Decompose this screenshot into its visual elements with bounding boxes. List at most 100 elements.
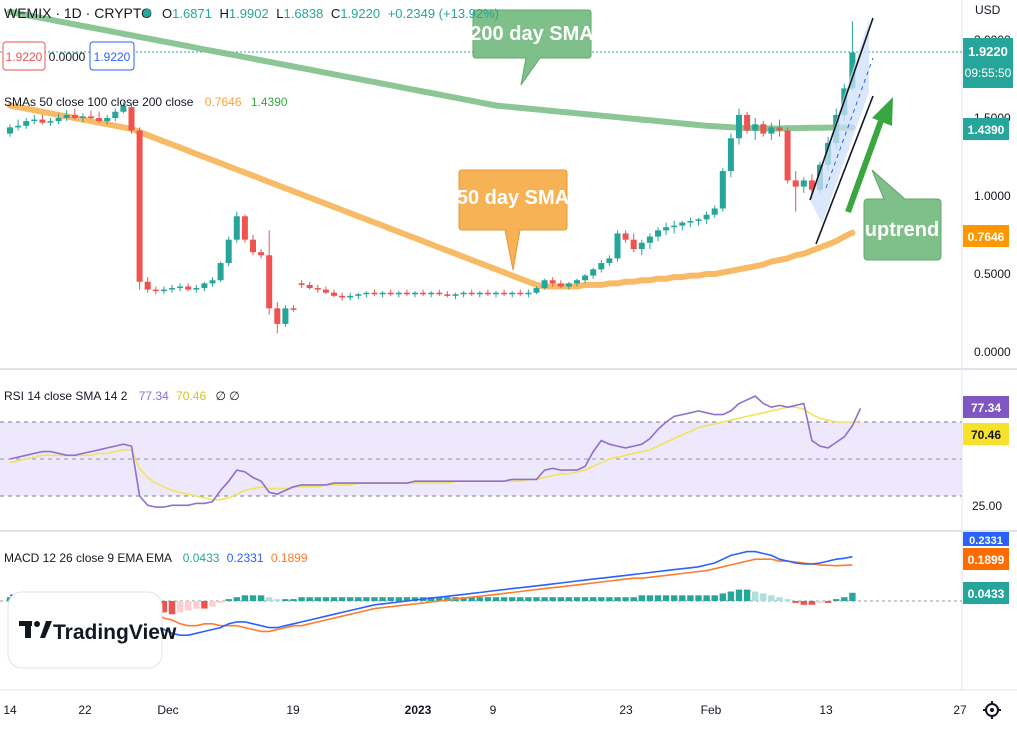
time-tick-label: 13: [819, 703, 833, 717]
hist-badge: [963, 582, 1009, 604]
histogram-bar: [306, 597, 313, 601]
macd-histogram: [6, 589, 856, 615]
histogram-bar: [662, 595, 670, 601]
rsi-lines: [9, 395, 862, 508]
candle: [31, 114, 38, 125]
symbol-title[interactable]: WEMIX · 1D · CRYPTO: [4, 5, 152, 21]
candle: [282, 305, 289, 328]
candle: [444, 291, 451, 298]
hist-badge-value: 0.0433: [968, 587, 1005, 601]
channel-lower-line[interactable]: [815, 95, 874, 245]
time-tick-label: 19: [286, 703, 300, 717]
sma200-badge-value: 1.4390: [968, 123, 1005, 137]
sell-button[interactable]: [2, 41, 46, 71]
time-axis-ticks[interactable]: 14 22 Dec 19 2023 9 23 Feb 13 27: [3, 703, 967, 717]
time-tick-label: Dec: [157, 703, 178, 717]
candle: [63, 110, 70, 122]
histogram-bar: [760, 593, 767, 601]
histogram-bar: [727, 591, 735, 601]
uptrend-arrow-shaft[interactable]: [845, 116, 885, 214]
histogram-bar: [792, 601, 799, 603]
candle: [436, 289, 443, 296]
currency-label[interactable]: USD: [975, 3, 1001, 17]
candle: [541, 278, 548, 290]
histogram-bar: [209, 601, 216, 607]
candle: [590, 267, 597, 279]
candle: [298, 280, 305, 289]
channel-upper-line[interactable]: [809, 17, 874, 201]
histogram-bar: [606, 597, 613, 601]
candle: [622, 230, 629, 243]
tradingview-logo[interactable]: TradingView: [7, 591, 177, 669]
histogram-bar: [476, 597, 483, 601]
sma-legend[interactable]: SMAs 50 close 100 close 200 close 0.7646…: [4, 95, 288, 109]
candle: [169, 284, 175, 293]
price-tick-label: 0.5000: [974, 267, 1011, 281]
histogram-bar: [241, 595, 249, 601]
buy-button[interactable]: [89, 41, 135, 71]
candle: [201, 281, 208, 292]
gear-icon[interactable]: [983, 701, 1001, 719]
histogram-bar: [379, 597, 386, 601]
candle: [493, 291, 499, 298]
histogram-bar: [330, 597, 338, 601]
market-status-dot: [143, 9, 151, 17]
channel-mid-line[interactable]: [825, 57, 874, 189]
ohlc-readout: O1.6871 H1.9902 L1.6838 C1.9220 +0.2349 …: [162, 6, 499, 21]
histogram-bar: [590, 597, 597, 601]
histogram-bar: [403, 597, 411, 601]
histogram-bar: [638, 595, 645, 601]
candle: [719, 167, 726, 212]
uptrend-callout-text: uptrend: [865, 219, 939, 241]
histogram-bar: [500, 597, 508, 601]
candle: [574, 278, 580, 287]
candle: [39, 114, 46, 125]
histogram-bar: [363, 597, 370, 601]
candle: [23, 118, 30, 129]
price-tick-label: 1.0000: [974, 189, 1011, 203]
histogram-bar: [225, 599, 232, 601]
candle: [509, 291, 516, 298]
candle: [484, 289, 491, 296]
histogram-bar: [428, 597, 435, 601]
candle: [606, 255, 613, 267]
candle: [363, 291, 370, 298]
candle: [71, 108, 78, 120]
histogram-bar: [784, 599, 791, 601]
candle: [501, 289, 508, 296]
candle: [800, 177, 807, 193]
rsi-line: [9, 395, 862, 508]
histogram-bar: [614, 597, 621, 601]
histogram-bar: [266, 597, 273, 601]
histogram-bar: [347, 597, 354, 601]
histogram-bar: [290, 599, 297, 601]
sma200-callout[interactable]: 200 day SMA: [470, 9, 594, 86]
price-badge-countdown: 09:55:50: [965, 66, 1012, 80]
sma50-badge: [963, 225, 1009, 247]
candle: [744, 111, 751, 134]
sma50-badge-value: 0.7646: [968, 230, 1005, 244]
rsi-legend[interactable]: RSI 14 close SMA 14 2 77.34 70.46 ∅ ∅: [4, 389, 240, 403]
candle: [655, 227, 661, 242]
candle: [290, 305, 297, 312]
macd-legend[interactable]: MACD 12 26 close 9 EMA EMA 0.0433 0.2331…: [4, 551, 308, 565]
histogram-bar: [201, 601, 208, 609]
uptrend-arrow-head[interactable]: [872, 97, 893, 126]
histogram-bar: [298, 597, 305, 601]
candle: [420, 289, 427, 296]
histogram-bar: [444, 597, 451, 601]
time-tick-label: 9: [490, 703, 497, 717]
sma50-callout[interactable]: 50 day SMA: [457, 169, 569, 271]
candle: [209, 277, 216, 287]
histogram-bar: [492, 597, 500, 601]
histogram-bar: [193, 601, 200, 609]
candle: [582, 274, 589, 284]
candle: [233, 211, 240, 243]
histogram-bar: [687, 595, 694, 601]
uptrend-callout[interactable]: uptrend: [863, 169, 942, 261]
price-badge: [963, 38, 1013, 88]
candle: [695, 217, 702, 226]
candle: [355, 292, 362, 299]
histogram-bar: [533, 597, 540, 601]
